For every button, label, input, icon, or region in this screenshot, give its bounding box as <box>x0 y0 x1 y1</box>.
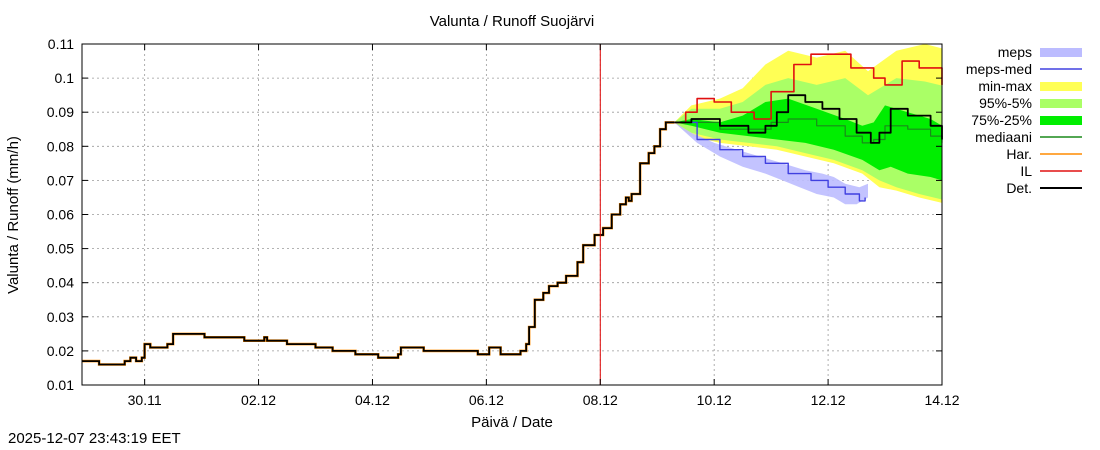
line-det <box>674 94 943 144</box>
line-har-history <box>82 121 675 366</box>
y-tick-label: 0.1 <box>55 70 75 86</box>
legend-label-det: Det. <box>1006 180 1032 196</box>
chart-title: Valunta / Runoff Suojärvi <box>430 13 595 30</box>
y-tick-label: 0.03 <box>47 309 74 325</box>
legend-swatch-meps <box>1040 48 1082 57</box>
x-tick-label: 10.12 <box>697 392 732 408</box>
x-tick-label: 06.12 <box>469 392 504 408</box>
x-tick-label: 04.12 <box>355 392 390 408</box>
legend-label-minmax: min-max <box>978 78 1032 94</box>
timestamp: 2025-12-07 23:43:19 EET <box>8 430 181 447</box>
y-tick-label: 0.11 <box>48 36 74 52</box>
plot-area <box>82 44 943 385</box>
legend-label-mediaani: mediaani <box>975 129 1032 145</box>
y-tick-label: 0.06 <box>47 207 74 223</box>
legend-swatch-p75_25 <box>1040 116 1082 125</box>
legend-label-il: IL <box>1020 163 1032 179</box>
legend-swatch-minmax <box>1040 82 1082 91</box>
y-axis-label: Valunta / Runoff (mm/h) <box>5 136 22 294</box>
line-meps-med <box>674 121 866 202</box>
y-tick-label: 0.04 <box>47 275 74 291</box>
legend-label-p95_5: 95%-5% <box>979 95 1032 111</box>
axes: 0.01 0.02 0.03 0.04 0.05 0.06 0.07 0.08 0.09 0.1 0… <box>47 36 960 408</box>
y-tick-label: 0.01 <box>47 377 74 393</box>
y-tick-label: 0.05 <box>47 241 74 257</box>
x-tick-label: 12.12 <box>811 392 846 408</box>
legend-label-meps_med: meps-med <box>966 61 1032 77</box>
x-tick-label: 02.12 <box>241 392 276 408</box>
x-tick-label: 14.12 <box>924 392 959 408</box>
legend-label-har: Har. <box>1006 146 1032 162</box>
line-det-history <box>82 121 675 366</box>
legend: mepsmeps-medmin-max95%-5%75%-25%mediaani… <box>966 44 1082 196</box>
x-tick-label: 08.12 <box>583 392 618 408</box>
x-axis-label: Päivä / Date <box>471 414 553 431</box>
legend-label-p75_25: 75%-25% <box>971 112 1032 128</box>
band-75-25 <box>674 98 942 181</box>
x-tick-label: 30.11 <box>128 392 162 408</box>
legend-swatch-p95_5 <box>1040 99 1082 108</box>
y-tick-label: 0.02 <box>47 343 74 359</box>
line-il <box>674 53 943 124</box>
y-tick-label: 0.07 <box>47 172 74 188</box>
y-tick-label: 0.09 <box>47 104 74 120</box>
legend-label-meps: meps <box>998 44 1032 60</box>
y-tick-label: 0.08 <box>47 138 74 154</box>
